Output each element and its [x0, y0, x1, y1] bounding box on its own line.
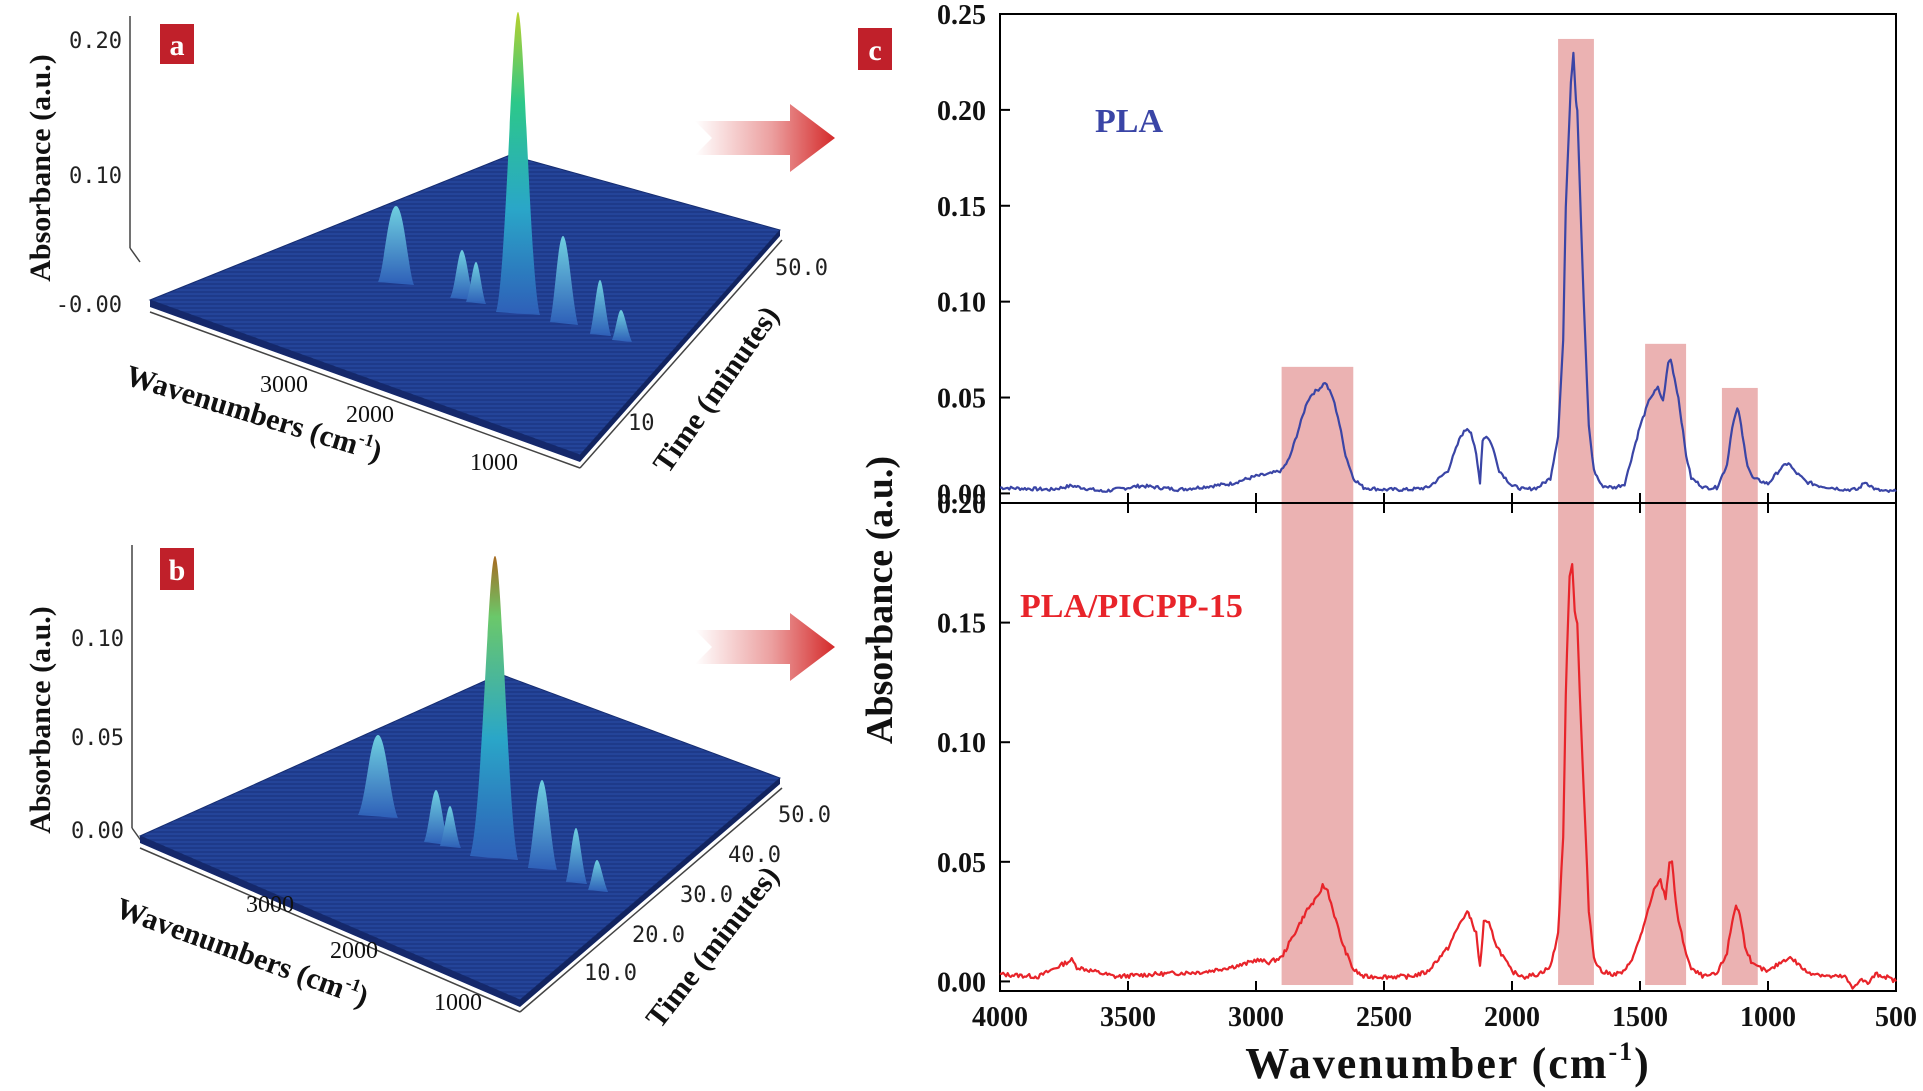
panel-a-x-tick: 3000	[260, 372, 308, 398]
panel-b-peak	[566, 828, 587, 884]
pla-picpp15-y-tick-label: 0.20	[937, 489, 986, 520]
arrow-b-to-c	[695, 613, 835, 681]
panel-b-x-tick: 2000	[330, 938, 378, 964]
highlight-band	[1645, 343, 1687, 986]
panel-b-y-tick: 20.0	[632, 923, 685, 948]
pla-series-label: PLA	[1095, 103, 1163, 140]
pla-picpp15-spectrum-line	[999, 563, 1897, 990]
x-tick-label: 2500	[1356, 1002, 1412, 1033]
pla-y-tick-label: 0.10	[937, 288, 986, 319]
panel-a-peak	[550, 236, 578, 325]
highlight-band	[1281, 366, 1354, 986]
panel-c-letter: c	[868, 34, 881, 67]
panel-b-badge	[160, 548, 194, 590]
panel-c-badge	[858, 28, 892, 70]
panel-a-y-tick: 50.0	[775, 256, 828, 281]
x-tick-label: 4000	[972, 1002, 1028, 1033]
panel-b: b 0.10 0.05 0.00 Absorbance (a.u.) 3000 …	[24, 545, 831, 1034]
panel-b-y-tick: 10.0	[584, 961, 637, 986]
highlight-band	[1721, 387, 1758, 986]
pla-picpp15-y-tick-label: 0.15	[937, 609, 986, 640]
x-tick-label: 3000	[1228, 1002, 1284, 1033]
panel-b-peak	[588, 860, 608, 892]
panel-c: c 0.000.050.100.150.200.25 0.000.050.100…	[858, 0, 1917, 1088]
pla-picpp15-y-tick-label: 0.00	[937, 967, 986, 998]
panel-a-x-axis	[149, 311, 581, 469]
arrow-a-to-c	[695, 104, 835, 172]
panel-a-y-axis	[579, 239, 783, 469]
panel-a: a 0.20 0.10 -0.00 Absorbance (a.u.) 3000…	[24, 12, 828, 479]
pla-y-tick-label: 0.20	[937, 96, 986, 127]
x-tick-label: 1000	[1740, 1002, 1796, 1033]
panel-b-z-tick: 0.10	[71, 627, 124, 652]
x-tick-label: 3500	[1100, 1002, 1156, 1033]
panel-c-bottom-frame	[999, 502, 1897, 992]
panel-a-x-tick: 2000	[346, 402, 394, 428]
panel-b-y-tick: 30.0	[680, 883, 733, 908]
highlight-bands	[1281, 38, 1758, 986]
panel-a-letter: a	[170, 29, 185, 62]
panel-b-y-axis	[519, 787, 783, 1013]
panel-a-peak	[590, 280, 611, 336]
panel-b-x-axis	[139, 847, 521, 1013]
panel-b-z-tick: 0.00	[71, 819, 124, 844]
panel-b-peak	[424, 790, 448, 845]
pla-picpp15-series-label: PLA/PICPP-15	[1020, 588, 1243, 625]
pla-y-tick-label: 0.05	[937, 384, 986, 415]
x-tick-label: 500	[1875, 1002, 1917, 1033]
panel-b-peak	[528, 780, 557, 870]
panel-b-x-tick: 1000	[434, 990, 482, 1016]
panel-c-y-axis-label: Absorbance (a.u.)	[859, 456, 901, 744]
panel-b-x-tick: 3000	[246, 892, 294, 918]
panel-a-z-tick: 0.20	[69, 29, 122, 54]
panel-b-letter: b	[169, 554, 186, 587]
panel-b-peak	[358, 735, 398, 818]
panel-a-y-tick: 10	[628, 411, 655, 436]
panel-a-peak	[450, 250, 474, 300]
panel-c-x-ticks: 4000 3500 3000 2500 2000 1500 1000 500	[972, 493, 1917, 1033]
panel-c-x-axis-label: Wavenumber (cm-1)	[1245, 1037, 1651, 1088]
pla-y-tick-label: 0.00	[937, 479, 986, 510]
panel-c-bottom-y-ticks: 0.00 0.05 0.10 0.15 0.20	[937, 489, 1010, 998]
pla-y-tick-label: 0.25	[937, 0, 986, 31]
pla-picpp15-y-tick-label: 0.05	[937, 848, 986, 879]
pla-spectrum-line	[999, 51, 1897, 493]
panel-a-peak	[612, 310, 632, 342]
panel-a-peak	[466, 262, 486, 304]
panel-b-peak	[440, 806, 461, 848]
panel-b-peak	[470, 556, 518, 860]
panel-a-badge	[160, 24, 194, 64]
panel-a-z-axis-label: Absorbance (a.u.)	[24, 54, 57, 282]
panel-a-x-tick: 1000	[470, 450, 518, 476]
pla-y-tick-label: 0.15	[937, 192, 986, 223]
panel-c-top-y-ticks: 0.00 0.05 0.10 0.15 0.20 0.25	[937, 0, 1010, 510]
panel-b-y-tick: 50.0	[778, 803, 831, 828]
panel-c-top-frame	[999, 13, 1897, 504]
panel-a-z-tick: 0.10	[69, 164, 122, 189]
x-tick-label: 2000	[1484, 1002, 1540, 1033]
pla-picpp15-y-tick-label: 0.10	[937, 728, 986, 759]
panel-b-z-axis-label: Absorbance (a.u.)	[24, 606, 57, 834]
panel-a-z-tick: -0.00	[56, 293, 122, 318]
panel-b-y-tick: 40.0	[728, 843, 781, 868]
x-tick-label: 1500	[1612, 1002, 1668, 1033]
panel-a-peak	[496, 12, 540, 315]
panel-a-peak	[378, 206, 414, 285]
panel-b-z-tick: 0.05	[71, 726, 124, 751]
